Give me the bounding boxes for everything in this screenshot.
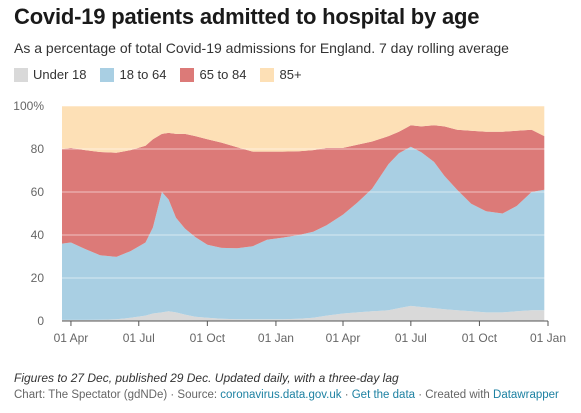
x-tick-label-1: 01 Jul xyxy=(123,331,155,345)
source-link[interactable]: coronavirus.data.gov.uk xyxy=(220,389,342,401)
datawrapper-link[interactable]: Datawrapper xyxy=(493,389,559,401)
y-tick-label-60: 60 xyxy=(31,185,45,199)
legend-item-18-to-64: 18 to 64 xyxy=(100,67,166,82)
legend-swatch-18-to-64 xyxy=(100,67,115,82)
x-tick-label-7: 01 Jan xyxy=(530,331,566,345)
y-tick-label-40: 40 xyxy=(31,228,45,242)
stacked-area-chart: 0 20 40 60 80 100% 01 Apr 01 Jul 01 Oct 01 Jan 01 … xyxy=(13,99,566,345)
legend-swatch-85-plus xyxy=(260,67,275,82)
x-tick-label-6: 01 Oct xyxy=(462,331,498,345)
legend-swatch-65-to-84 xyxy=(180,67,195,82)
legend-label-85-plus: 85+ xyxy=(279,67,302,82)
legend-item-under-18: Under 18 xyxy=(14,67,86,82)
legend-label-65-to-84: 65 to 84 xyxy=(199,67,247,82)
source-line: Chart: The Spectator (gdNDe) · Source: c… xyxy=(14,389,559,401)
page-title: Covid-19 patients admitted to hospital b… xyxy=(14,4,480,29)
y-tick-label-100: 100% xyxy=(13,99,44,113)
y-tick-label-80: 80 xyxy=(31,142,45,156)
source-prefix: Chart: The Spectator (gdNDe) · Source: xyxy=(14,389,221,401)
legend-swatch-under-18 xyxy=(14,67,28,82)
y-tick-label-0: 0 xyxy=(37,314,44,328)
legend-label-under-18: Under 18 xyxy=(33,67,87,82)
source-separator: · xyxy=(341,389,352,401)
legend-label-18-to-64: 18 to 64 xyxy=(119,67,167,82)
created-with-label: · Created with xyxy=(415,389,494,401)
x-tick-label-5: 01 Jul xyxy=(395,331,427,345)
legend: Under 18 18 to 64 65 to 84 85+ xyxy=(14,67,302,82)
area-series-65-to-84 xyxy=(62,125,545,257)
legend-item-65-to-84: 65 to 84 xyxy=(180,67,246,82)
legend-item-85-plus: 85+ xyxy=(260,67,302,82)
y-tick-label-20: 20 xyxy=(31,271,45,285)
x-tick-label-3: 01 Jan xyxy=(258,331,294,345)
area-series-under-18 xyxy=(62,305,545,321)
x-tick-label-0: 01 Apr xyxy=(54,331,89,345)
area-series-18-to-64 xyxy=(62,146,545,320)
page-subtitle: As a percentage of total Covid-19 admiss… xyxy=(14,40,509,56)
x-tick-label-2: 01 Oct xyxy=(190,331,226,345)
area-series-85-plus xyxy=(62,106,545,153)
get-the-data-link[interactable]: Get the data xyxy=(351,389,416,401)
x-tick-label-4: 01 Apr xyxy=(326,331,361,345)
chart-notes: Figures to 27 Dec, published 29 Dec. Upd… xyxy=(14,371,399,385)
